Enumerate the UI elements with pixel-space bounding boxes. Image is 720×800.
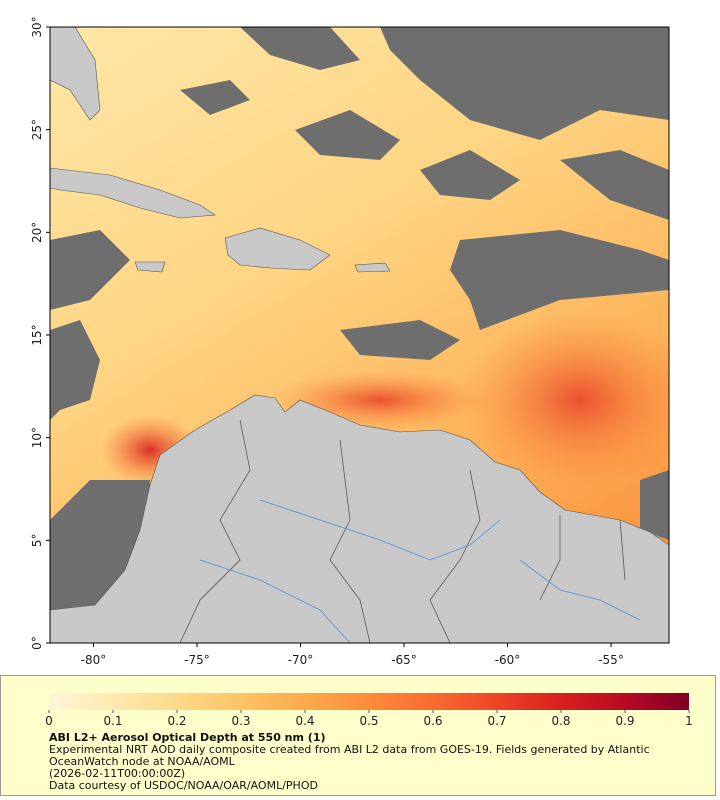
y-tick-label: 20° xyxy=(30,222,44,243)
x-tick-label: -60° xyxy=(495,653,521,667)
x-tick-label: -80° xyxy=(81,653,107,667)
y-tick-label: 30° xyxy=(30,16,44,37)
colorbar-ramp xyxy=(49,693,689,710)
caption-timestamp: (2026-02-11T00:00:00Z) xyxy=(49,767,186,780)
axes: -80° -75° -70° -65° -60° -55° 0° 5° 10° 15° 20° 25°… xyxy=(30,16,624,667)
colorbar-tick-label: 0.2 xyxy=(167,714,186,728)
aod-high xyxy=(460,310,669,490)
x-tick-label: -75° xyxy=(184,653,210,667)
rivers xyxy=(199,499,641,643)
map-area xyxy=(50,27,669,643)
colorbar-tick-label: 0.9 xyxy=(615,714,634,728)
y-tick-label: 10° xyxy=(30,427,44,448)
colorbar-tick-label: 1 xyxy=(685,714,693,728)
x-tick-label: -70° xyxy=(288,653,314,667)
y-tick-label: 0° xyxy=(30,636,44,650)
x-tick-label: -65° xyxy=(391,653,417,667)
y-tick-label: 5° xyxy=(30,534,44,548)
caption: ABI L2+ Aerosol Optical Depth at 550 nm … xyxy=(49,732,689,792)
map-figure: -80° -75° -70° -65° -60° -55° 0° 5° 10° 15° 20° 25°… xyxy=(30,16,670,667)
colorbar: 0 0.1 0.2 0.3 0.4 0.5 0.6 0.7 0.8 0.9 1 xyxy=(45,693,693,728)
colorbar-tick-label: 0.4 xyxy=(295,714,314,728)
colorbar-tick-label: 0.8 xyxy=(551,714,570,728)
borders xyxy=(179,419,626,643)
caption-description: Experimental NRT AOD daily composite cre… xyxy=(49,743,650,768)
land xyxy=(50,27,669,643)
colorbar-tick-label: 0.7 xyxy=(487,714,506,728)
caption-title: ABI L2+ Aerosol Optical Depth at 550 nm … xyxy=(49,731,326,744)
x-tick-label: -55° xyxy=(598,653,624,667)
colorbar-tick-label: 0 xyxy=(45,714,53,728)
y-tick-label: 25° xyxy=(30,119,44,140)
colorbar-tick-label: 0.5 xyxy=(359,714,378,728)
y-tick-label: 15° xyxy=(30,324,44,345)
colorbar-tick-label: 0.3 xyxy=(231,714,250,728)
no-data-clouds xyxy=(50,27,669,630)
legend-panel: 0 0.1 0.2 0.3 0.4 0.5 0.6 0.7 0.8 0.9 1 ABI L2+ Ae… xyxy=(0,675,716,796)
colorbar-tick-label: 0.1 xyxy=(103,714,122,728)
colorbar-tick-label: 0.6 xyxy=(423,714,442,728)
caption-credit: Data courtesy of USDOC/NOAA/OAR/AOML/PHO… xyxy=(49,779,318,792)
